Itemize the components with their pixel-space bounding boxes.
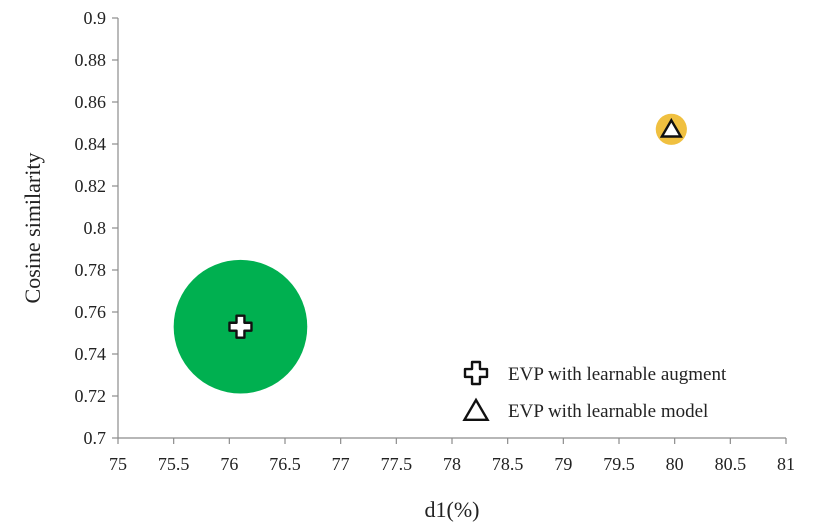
- y-ticks: 0.7 0.72 0.74 0.76 0.78 0.8 0.82 0.84 0.86 0.88 0.…: [75, 8, 118, 448]
- x-tick-label: 76.5: [269, 454, 301, 474]
- marker-layer: [228, 117, 683, 339]
- legend-label: EVP with learnable augment: [508, 364, 727, 385]
- y-tick-label: 0.7: [84, 428, 107, 448]
- x-tick-label: 76: [220, 454, 238, 474]
- y-axis-title: Cosine similarity: [20, 153, 45, 304]
- x-tick-label: 75.5: [158, 454, 190, 474]
- x-tick-label: 80: [666, 454, 684, 474]
- y-tick-label: 0.8: [84, 218, 107, 238]
- y-tick-label: 0.9: [84, 8, 107, 28]
- legend-cross-icon: [463, 360, 489, 386]
- x-tick-label: 78.5: [492, 454, 524, 474]
- x-tick-label: 79.5: [603, 454, 635, 474]
- x-tick-label: 77.5: [381, 454, 413, 474]
- y-tick-label: 0.86: [75, 92, 107, 112]
- y-tick-label: 0.78: [75, 260, 107, 280]
- x-tick-label: 81: [777, 454, 795, 474]
- y-tick-label: 0.84: [75, 134, 107, 154]
- x-tick-label: 75: [109, 454, 127, 474]
- x-tick-label: 79: [554, 454, 572, 474]
- x-tick-label: 80.5: [715, 454, 747, 474]
- y-tick-label: 0.74: [75, 344, 107, 364]
- legend-triangle-icon: [462, 397, 490, 421]
- x-axis-title: d1(%): [425, 497, 480, 522]
- legend-label: EVP with learnable model: [508, 401, 708, 422]
- data-point-triangle-icon: [659, 117, 683, 138]
- x-ticks: 75 75.5 76 76.5 77 77.5 78 78.5 79 79.5 80 80.5 81: [109, 438, 795, 474]
- x-tick-label: 78: [443, 454, 461, 474]
- x-tick-label: 77: [332, 454, 350, 474]
- bubble-layer: [173, 113, 687, 394]
- legend: EVP with learnable augment EVP with learn…: [462, 360, 727, 422]
- y-tick-label: 0.76: [75, 302, 107, 322]
- y-tick-label: 0.82: [75, 176, 107, 196]
- y-tick-label: 0.88: [75, 50, 107, 70]
- data-point-cross-icon: [228, 314, 253, 339]
- y-tick-label: 0.72: [75, 386, 107, 406]
